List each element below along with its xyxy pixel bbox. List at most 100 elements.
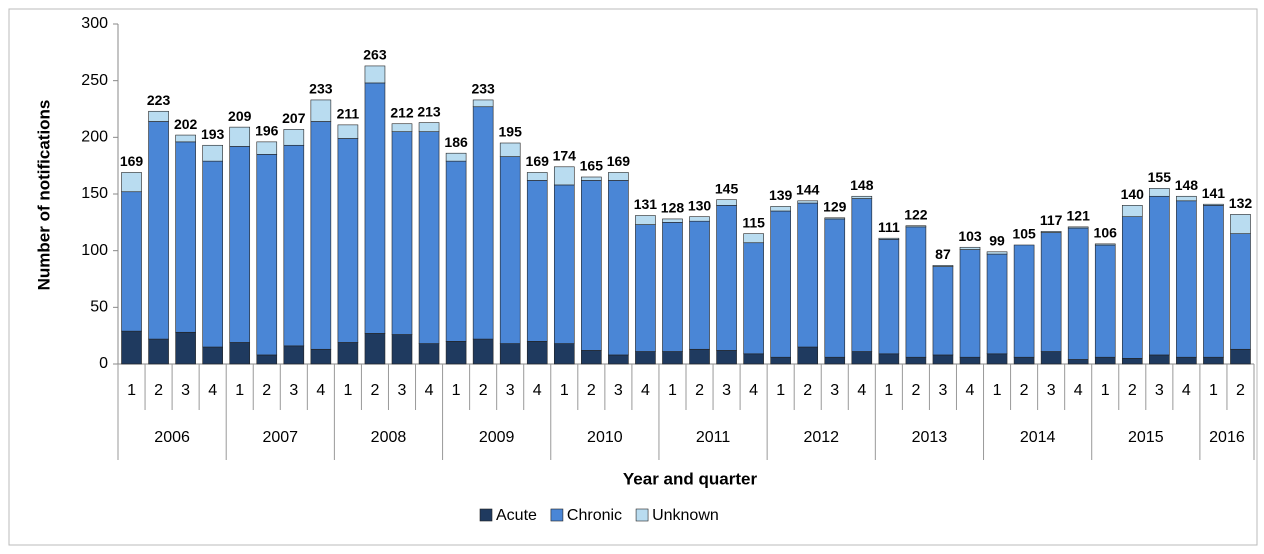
bar-segment — [1203, 356, 1224, 365]
bar-segment — [553, 184, 575, 344]
bar-segment — [1149, 195, 1170, 356]
total-label: 186 — [444, 134, 468, 150]
y-tick-label: 300 — [81, 15, 108, 32]
x-tick-label: 3 — [289, 382, 298, 399]
total-label: 106 — [1094, 225, 1118, 241]
bar-segment — [932, 265, 954, 267]
legend-swatch — [550, 508, 564, 522]
bar-segment — [175, 141, 196, 333]
bar-segment — [1067, 226, 1089, 229]
bar-segment — [526, 341, 548, 365]
bar-segment — [310, 348, 332, 365]
bar-segment — [770, 210, 791, 358]
x-tick-label: 3 — [614, 382, 623, 399]
bar-segment — [1230, 348, 1251, 365]
bar-segment — [391, 123, 413, 132]
x-tick-label: 1 — [668, 382, 677, 399]
total-label: 174 — [553, 148, 577, 164]
bar-segment — [148, 110, 169, 122]
bar-segment — [256, 354, 278, 365]
y-tick-label: 50 — [90, 299, 108, 316]
bar-segment — [283, 129, 305, 146]
total-label: 148 — [1175, 177, 1199, 193]
bar-segment — [743, 242, 764, 355]
bar-segment — [499, 142, 521, 157]
bar-segment — [770, 356, 791, 365]
bar-segment — [229, 126, 251, 147]
bar-segment — [743, 353, 764, 365]
bar-segment — [662, 218, 683, 223]
legend-label: Unknown — [652, 507, 719, 524]
x-tick-label: 1 — [993, 382, 1002, 399]
bar-segment — [959, 356, 981, 365]
total-label: 122 — [904, 206, 928, 222]
bar-segment — [472, 338, 494, 365]
x-tick-label: 3 — [830, 382, 839, 399]
bar-segment — [689, 220, 710, 350]
bar-segment — [824, 356, 846, 365]
bar-segment — [1121, 358, 1143, 365]
bar-segment — [716, 350, 737, 365]
bar-segment — [851, 195, 873, 199]
x-tick-label: 3 — [1155, 382, 1164, 399]
total-label: 132 — [1229, 195, 1253, 211]
bar-segment — [797, 200, 819, 204]
x-tick-label: 2 — [154, 382, 163, 399]
bar-segment — [608, 354, 629, 365]
bar-segment — [878, 237, 900, 240]
bar-segment — [1040, 351, 1062, 365]
bar-segment — [229, 146, 251, 343]
x-tick-label: 1 — [127, 382, 136, 399]
legend-label: Acute — [496, 507, 537, 524]
x-tick-label: 4 — [966, 382, 975, 399]
total-label: 141 — [1202, 185, 1226, 201]
bar-segment — [851, 351, 873, 365]
total-label: 140 — [1121, 186, 1145, 202]
bar-segment — [1121, 216, 1143, 359]
total-label: 207 — [282, 110, 306, 126]
bar-segment — [770, 206, 791, 212]
bar-segment — [1094, 356, 1116, 365]
bar-segment — [662, 222, 683, 352]
bar-segment — [581, 350, 602, 365]
bar-segment — [1176, 356, 1197, 365]
x-tick-label: 3 — [722, 382, 731, 399]
bar-segment — [1094, 244, 1116, 358]
total-label: 196 — [255, 123, 279, 139]
bar-segment — [851, 198, 873, 352]
total-label: 117 — [1040, 212, 1063, 228]
x-tick-label: 2 — [695, 382, 704, 399]
bar-segment — [310, 99, 332, 122]
bar-segment — [418, 122, 440, 132]
x-tick-label: 3 — [398, 382, 407, 399]
bar-segment — [581, 176, 602, 181]
total-label: 169 — [526, 153, 550, 169]
total-label: 209 — [228, 108, 252, 124]
x-group-label: 2011 — [696, 429, 731, 446]
bar-segment — [635, 351, 656, 365]
x-tick-label: 2 — [587, 382, 596, 399]
bar-segment — [905, 356, 927, 365]
bar-segment — [202, 346, 223, 365]
total-label: 111 — [878, 219, 900, 235]
bar-segment — [418, 131, 440, 344]
x-group-label: 2015 — [1128, 429, 1164, 446]
total-label: 223 — [147, 92, 171, 108]
total-label: 115 — [742, 214, 765, 230]
bar-segment — [1203, 205, 1224, 358]
bar-segment — [445, 160, 467, 342]
bar-segment — [1013, 244, 1035, 358]
legend-swatch — [635, 508, 649, 522]
bar-segment — [608, 180, 629, 356]
x-tick-label: 2 — [1020, 382, 1029, 399]
total-label: 131 — [634, 196, 658, 212]
x-tick-label: 1 — [235, 382, 244, 399]
bar-segment — [337, 138, 359, 343]
bar-segment — [310, 121, 332, 350]
total-label: 233 — [309, 81, 333, 97]
bar-segment — [445, 152, 467, 162]
total-label: 169 — [120, 153, 144, 169]
bar-segment — [418, 343, 440, 365]
bar-segment — [499, 343, 521, 365]
x-group-label: 2007 — [262, 429, 298, 446]
